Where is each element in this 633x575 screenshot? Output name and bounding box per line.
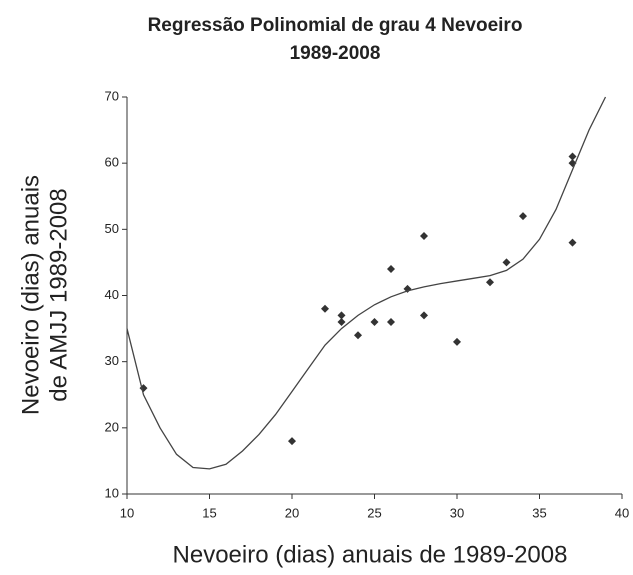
chart-title: 1989-2008: [290, 43, 381, 64]
y-axis-label: de AMJJ 1989-2008: [45, 188, 72, 401]
x-axis-label: Nevoeiro (dias) anuais de 1989-2008: [173, 541, 568, 568]
x-tick-label: 30: [450, 505, 464, 520]
chart-title: Regressão Polinomial de grau 4 Nevoeiro: [148, 15, 523, 36]
data-point: [568, 152, 577, 161]
x-tick-label: 15: [202, 505, 216, 520]
data-point: [337, 311, 346, 320]
data-point: [288, 437, 296, 446]
y-tick-label: 20: [105, 419, 119, 434]
data-point: [354, 331, 362, 340]
x-tick-label: 25: [367, 505, 381, 520]
data-point: [486, 278, 494, 287]
data-point: [453, 337, 461, 346]
data-point: [502, 258, 511, 267]
y-tick-label: 10: [105, 485, 119, 500]
y-axis-label: Nevoeiro (dias) anuais: [17, 175, 44, 415]
y-tick-label: 70: [105, 88, 119, 103]
x-tick-label: 10: [120, 505, 134, 520]
fit-curve: [126, 96, 607, 470]
data-point: [420, 311, 428, 320]
data-point: [387, 265, 395, 274]
data-point: [420, 231, 428, 240]
y-tick-label: 50: [105, 221, 119, 236]
x-tick-label: 40: [615, 505, 629, 520]
data-point: [387, 317, 395, 326]
x-tick-label: 35: [532, 505, 546, 520]
data-point: [337, 317, 346, 326]
data-point: [370, 317, 379, 326]
y-tick-label: 30: [105, 353, 119, 368]
data-point: [519, 212, 527, 221]
data-point: [321, 304, 329, 313]
x-tick-label: 20: [285, 505, 299, 520]
y-tick-label: 60: [105, 155, 119, 170]
y-tick-label: 40: [105, 287, 119, 302]
data-point: [568, 238, 577, 247]
